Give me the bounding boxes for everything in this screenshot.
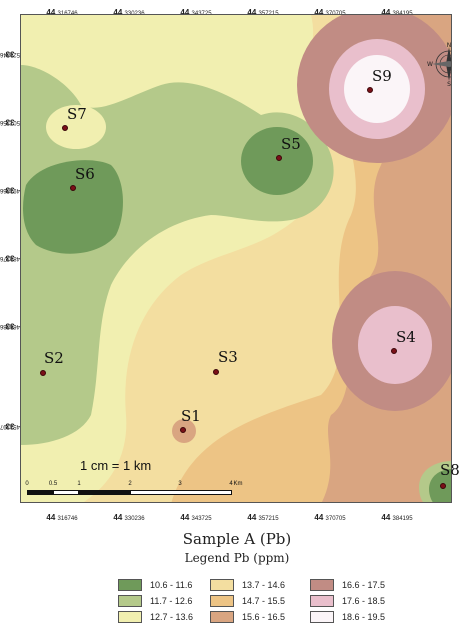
legend-swatch xyxy=(118,579,142,591)
scale-label: 3 xyxy=(178,481,182,487)
legend-range-label: 11.7 - 12.6 xyxy=(150,596,193,606)
tick-value: 453397 xyxy=(0,423,21,429)
tick-degree: 44 xyxy=(381,513,393,522)
bottom-tick-label: 44 330236 xyxy=(89,507,169,525)
tick-value: 357215 xyxy=(258,516,279,522)
tick-value: 384195 xyxy=(392,516,413,522)
zone-s4-core xyxy=(358,306,432,384)
tick-value: 370705 xyxy=(325,516,346,522)
scale-label: 4 xyxy=(229,481,233,487)
tick-degree: 44 xyxy=(113,8,125,17)
scale-label: 2 xyxy=(128,481,132,487)
scale-ratio: 1 cm = 1 km xyxy=(80,458,152,473)
legend-swatch xyxy=(310,611,334,623)
legend-swatch xyxy=(210,579,234,591)
tick-value: 493866 xyxy=(0,187,21,193)
scale-label: 0 xyxy=(25,481,29,487)
legend-range-label: 16.6 - 17.5 xyxy=(342,580,386,590)
left-tick-label: 33 466886 xyxy=(0,281,22,371)
sample-label-s9: S9 xyxy=(372,67,392,85)
sample-label-s6: S6 xyxy=(75,165,95,183)
legend-swatch xyxy=(118,611,142,623)
bottom-tick-label: 44 316746 xyxy=(22,507,102,525)
sample-label-s4: S4 xyxy=(396,328,416,346)
sample-label-s8: S8 xyxy=(440,461,460,479)
sample-label-s7: S7 xyxy=(67,105,87,123)
tick-degree: 44 xyxy=(247,513,259,522)
tick-degree: 44 xyxy=(46,8,58,17)
legend-swatch xyxy=(210,611,234,623)
compass-n: N xyxy=(447,42,452,49)
map-title: Sample A (Pb) xyxy=(182,530,292,548)
bottom-tick-label: 44 343725 xyxy=(156,507,236,525)
sample-point-s1 xyxy=(180,427,186,433)
tick-value: 466886 xyxy=(0,323,21,329)
zone-s6-core xyxy=(23,160,123,254)
legend-range-label: 13.7 - 14.6 xyxy=(242,580,286,590)
sample-point-s3 xyxy=(213,369,219,375)
tick-value: 480376 xyxy=(0,255,21,261)
legend-swatch xyxy=(310,595,334,607)
legend-range-label: 18.6 - 19.5 xyxy=(342,612,386,622)
scale-label: 0.5 xyxy=(48,481,58,487)
sample-label-s3: S3 xyxy=(218,348,238,366)
sample-point-s9 xyxy=(367,87,373,93)
scale-label: Km xyxy=(233,481,243,487)
sample-label-s5: S5 xyxy=(281,135,301,153)
bottom-tick-label: 44 370705 xyxy=(290,507,370,525)
sample-point-s8 xyxy=(440,483,446,489)
tick-degree: 44 xyxy=(46,513,58,522)
legend-range-label: 12.7 - 13.6 xyxy=(150,612,194,622)
legend-swatch xyxy=(210,595,234,607)
compass-s: S xyxy=(447,81,451,87)
tick-degree: 44 xyxy=(180,513,192,522)
sample-point-s7 xyxy=(62,125,68,131)
zone-s7-pocket xyxy=(46,105,106,149)
bottom-tick-label: 44 357215 xyxy=(223,507,303,525)
legend-swatch xyxy=(310,579,334,591)
sample-point-s4 xyxy=(391,348,397,354)
sample-label-s2: S2 xyxy=(44,349,64,367)
tick-value: 330236 xyxy=(124,516,145,522)
scale-bar xyxy=(27,490,233,495)
compass-w: W xyxy=(427,61,433,68)
zone-s9-core xyxy=(344,55,410,123)
bottom-tick-label: 44 384195 xyxy=(357,507,437,525)
tick-value: 507356 xyxy=(0,119,21,125)
tick-value: 520846 xyxy=(0,51,21,57)
legend-range-label: 14.7 - 15.5 xyxy=(242,596,286,606)
tick-degree: 44 xyxy=(314,8,326,17)
pb-concentration-map: N S E W xyxy=(20,14,452,503)
legend-range-label: 17.6 - 18.5 xyxy=(342,596,386,606)
tick-value: 343725 xyxy=(191,516,212,522)
legend-title: Legend Pb (ppm) xyxy=(184,551,290,565)
sample-point-s2 xyxy=(40,370,46,376)
tick-degree: 44 xyxy=(314,513,326,522)
tick-degree: 44 xyxy=(180,8,192,17)
zone-s5-core xyxy=(241,127,313,195)
sample-point-s6 xyxy=(70,185,76,191)
compass-rose-icon: N S E W xyxy=(427,42,452,87)
contour-surface xyxy=(21,15,451,502)
scale-label: 1 xyxy=(77,481,81,487)
tick-degree: 44 xyxy=(381,8,393,17)
tick-degree: 44 xyxy=(247,8,259,17)
legend-swatch xyxy=(118,595,142,607)
legend-range-label: 10.6 - 11.6 xyxy=(150,580,193,590)
legend-range-label: 15.6 - 16.5 xyxy=(242,612,286,622)
sample-label-s1: S1 xyxy=(181,407,201,425)
left-tick-label: 33 453397 xyxy=(0,381,22,471)
sample-point-s5 xyxy=(276,155,282,161)
tick-value: 316746 xyxy=(57,516,78,522)
tick-degree: 44 xyxy=(113,513,125,522)
